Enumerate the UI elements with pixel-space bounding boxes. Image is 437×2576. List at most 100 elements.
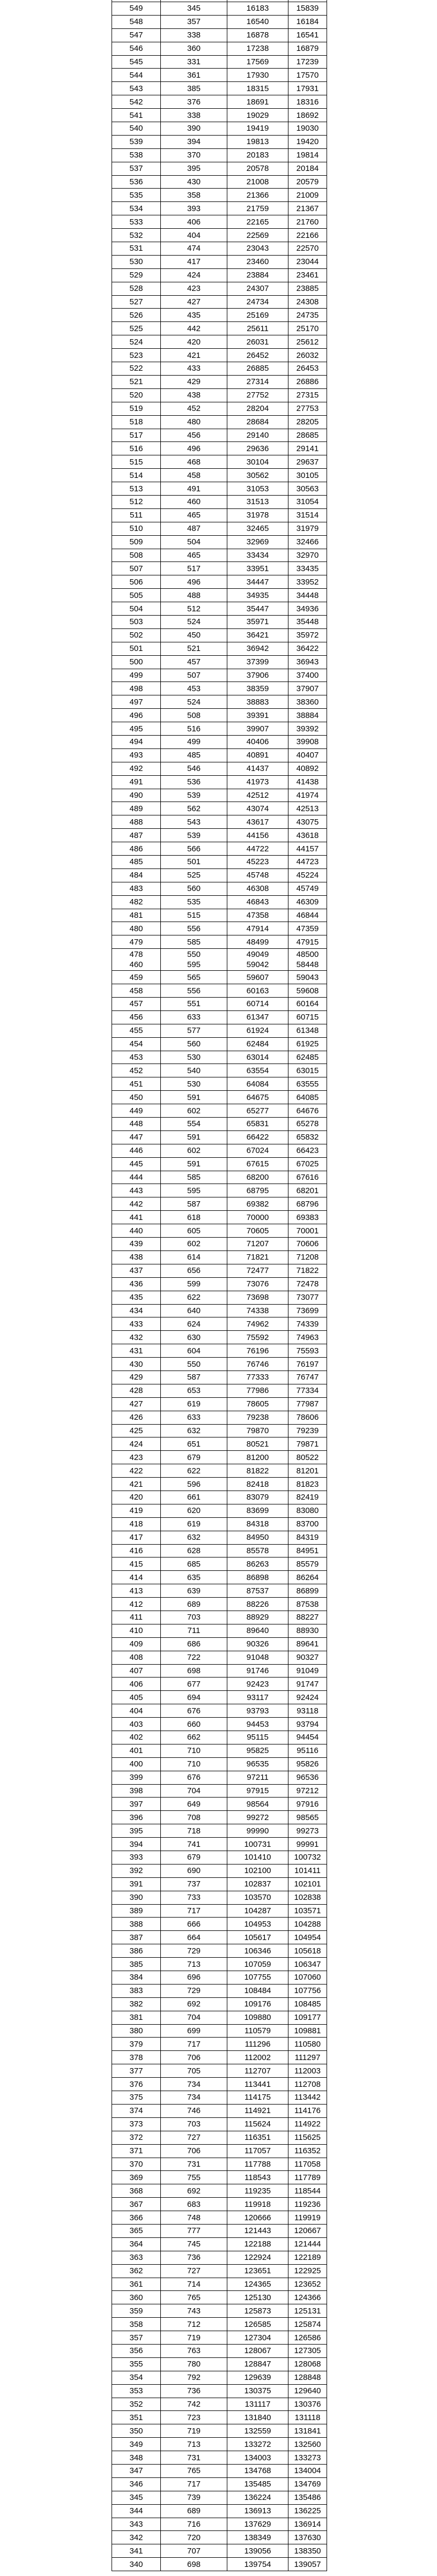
count-cell: 723 — [161, 2411, 227, 2424]
previous-cumulative-cell: 114176 — [294, 2106, 321, 2116]
previous-cumulative-cell: 46844 — [296, 911, 319, 920]
score-cell: 502 — [112, 628, 161, 642]
previous-cumulative-cell: 40892 — [296, 764, 319, 774]
count-cell: 635 — [161, 1571, 227, 1584]
cumulative-cell: 42512 — [227, 789, 288, 802]
table-row: 424 651 80521 79871 — [112, 1437, 327, 1451]
previous-cumulative-cell: 138350 — [294, 2546, 321, 2556]
count-cell: 591 — [161, 1091, 227, 1104]
count-cell: 632 — [161, 1424, 227, 1437]
table-row: 439 602 71207 70606 — [112, 1238, 327, 1251]
table-row: 519 452 28204 27753 — [112, 402, 327, 416]
table-row: 396 708 99272 98565 — [112, 1811, 327, 1825]
count-cell: 566 — [161, 842, 227, 855]
cumulative-cell: 29636 — [227, 442, 288, 455]
previous-cumulative-cell: 104288 — [294, 1919, 321, 1929]
previous-cumulative-cell: 139057 — [294, 2559, 321, 2569]
previous-cumulative-cell: 134769 — [294, 2480, 321, 2489]
table-row: 374 746 114921 114176 — [112, 2104, 327, 2118]
previous-cumulative-cell: 102101 — [294, 1879, 321, 1889]
previous-cumulative-cell: 115625 — [294, 2133, 321, 2143]
table-row: 351 723 131840 131118 — [112, 2411, 327, 2425]
overlap-top-text: 478 — [129, 950, 143, 960]
count-cell: 619 — [161, 1397, 227, 1411]
cumulative-cell: 134768 — [227, 2464, 288, 2477]
table-row: 348 731 134003 133273 — [112, 2451, 327, 2465]
count-cell: 619 — [161, 1517, 227, 1531]
score-cell: 519 — [112, 402, 161, 415]
count-cell: 755 — [161, 2171, 227, 2184]
overlap-bottom-text: 58448 — [296, 960, 319, 970]
previous-cumulative-cell: 97212 — [296, 1786, 319, 1795]
count-cell: 692 — [161, 1997, 227, 2011]
count-cell: 536 — [161, 775, 227, 789]
score-cell: 547 — [112, 28, 161, 42]
count-cell: 551 — [161, 998, 227, 1010]
cumulative-cell: 67024 — [227, 1144, 288, 1157]
table-row: 437 656 72477 71822 — [112, 1264, 327, 1278]
cumulative-cell: 134003 — [227, 2451, 288, 2464]
previous-cumulative-cell: 76747 — [296, 1373, 319, 1382]
cumulative-cell: 33951 — [227, 562, 288, 575]
previous-cumulative-cell: 99991 — [296, 1839, 319, 1849]
previous-cumulative-cell: 59608 — [296, 986, 319, 995]
previous-cumulative-cell: 17239 — [296, 57, 319, 66]
score-cell: 399 — [112, 1771, 161, 1784]
previous-cumulative-cell: 31979 — [296, 524, 319, 534]
count-cell: 620 — [161, 1504, 227, 1517]
count-cell: 727 — [161, 2264, 227, 2278]
score-cell: 359 — [112, 2304, 161, 2318]
count-cell: 345 — [161, 2, 227, 15]
table-row: 458 556 60163 59608 — [112, 984, 327, 998]
table-row: 395 718 99990 99273 — [112, 1824, 327, 1838]
table-row: 397 649 98564 97916 — [112, 1798, 327, 1811]
table-row: 496 508 39391 38884 — [112, 709, 327, 723]
table-row: 405 694 93117 92424 — [112, 1691, 327, 1705]
cumulative-cell: 119235 — [227, 2184, 288, 2198]
table-row: 492 546 41437 40892 — [112, 762, 327, 776]
previous-cumulative-cell: 16879 — [296, 44, 319, 54]
cumulative-cell: 65831 — [227, 1118, 288, 1130]
previous-cumulative-cell: 126586 — [294, 2333, 321, 2342]
count-cell: 683 — [161, 2198, 227, 2211]
previous-cumulative-cell: 35972 — [296, 631, 319, 640]
score-cell: 486 — [112, 842, 161, 855]
cumulative-cell: 25611 — [227, 322, 288, 335]
count-cell: 656 — [161, 1264, 227, 1277]
previous-cumulative-cell: 117789 — [294, 2173, 321, 2182]
count-cell: 719 — [161, 2424, 227, 2438]
count-cell: 742 — [161, 2398, 227, 2411]
cumulative-cell: 39391 — [227, 709, 288, 722]
previous-cumulative-cell: 75593 — [296, 1346, 319, 1356]
score-cell: 400 — [112, 1757, 161, 1771]
table-row: 370 731 117788 117058 — [112, 2158, 327, 2171]
table-row: 369 755 118543 117789 — [112, 2171, 327, 2185]
previous-cumulative-cell: 26032 — [296, 350, 319, 360]
table-row: 528 423 24307 23885 — [112, 282, 327, 296]
score-cell: 413 — [112, 1584, 161, 1598]
previous-cumulative-cell: 79871 — [296, 1439, 319, 1449]
cumulative-cell: 16183 — [227, 2, 288, 15]
cumulative-cell: 28684 — [227, 415, 288, 429]
score-cell: 388 — [112, 1918, 161, 1931]
cumulative-cell: 118543 — [227, 2171, 288, 2184]
count-cell: 585 — [161, 1171, 227, 1184]
score-cell: 414 — [112, 1571, 161, 1584]
score-cell: 387 — [112, 1931, 161, 1944]
previous-cumulative-cell: 133273 — [294, 2453, 321, 2462]
score-cell: 352 — [112, 2398, 161, 2411]
count-cell: 577 — [161, 1024, 227, 1037]
table-row: 512 460 31513 31054 — [112, 495, 327, 509]
table-row: 428 653 77986 77334 — [112, 1384, 327, 1398]
count-cell: 395 — [161, 162, 227, 175]
previous-cumulative-cell: 45749 — [296, 884, 319, 894]
table-row: 391 737 102837 102101 — [112, 1877, 327, 1891]
count-cell: 792 — [161, 2371, 227, 2384]
table-row: 340 698 139754 139057 — [112, 2558, 327, 2572]
count-cell: 733 — [161, 1891, 227, 1904]
cumulative-cell: 110579 — [227, 2024, 288, 2038]
score-cell: 411 — [112, 1611, 161, 1624]
table-top-partial-row — [112, 0, 327, 2]
count-cell: 458 — [161, 469, 227, 482]
table-row: 402 662 95115 94454 — [112, 1731, 327, 1744]
